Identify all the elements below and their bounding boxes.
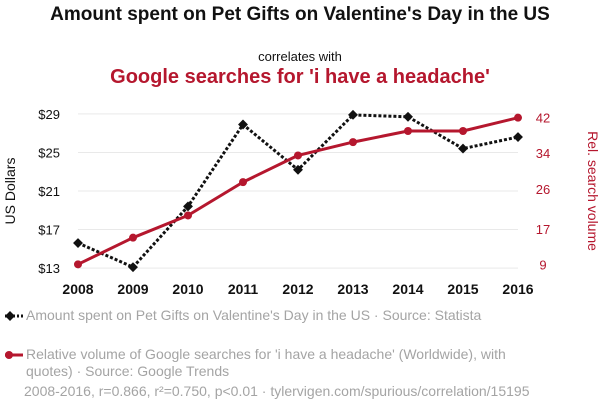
x-tick-label: 2013 [337,281,368,297]
data-point-headache-searches [184,211,192,220]
y-tick-label-right: 17 [536,222,550,237]
y-axis-label-left: US Dollars [2,158,18,225]
y-tick-label-right: 9 [539,257,546,272]
x-tick-label: 2010 [172,281,203,297]
y-tick-label-left: $21 [38,184,60,199]
legend-label-headache-searches: Relative volume of Google searches for '… [26,346,506,379]
x-tick-label: 2014 [392,281,423,297]
right-axis-ticks: 9 17 26 34 42 [536,111,550,273]
data-point-pet-gifts [128,262,138,273]
y-tick-label-right: 34 [536,146,550,161]
chart-title: Amount spent on Pet Gifts on Valentine's… [50,4,550,25]
left-axis-ticks: $13 $17 $21 $25 $29 [38,107,60,276]
y-tick-label-left: $25 [38,145,60,160]
y-tick-label-left: $13 [38,261,60,276]
data-point-headache-searches [514,113,522,122]
x-tick-label: 2009 [117,281,148,297]
data-point-headache-searches [459,127,467,135]
correlation-footer: 2008-2016, r=0.866, r²=0.750, p<0.01 · t… [24,383,530,399]
data-point-headache-searches [294,151,302,160]
data-point-headache-searches [349,138,357,147]
data-point-pet-gifts [458,143,468,154]
gridlines [78,113,518,269]
y-tick-label-left: $17 [38,223,60,238]
data-point-headache-searches [74,260,82,269]
x-tick-label: 2012 [282,281,313,297]
data-point-pet-gifts [73,238,83,248]
legend-marker-dotted-diamond [5,311,23,321]
data-point-pet-gifts [513,132,523,142]
x-tick-label: 2015 [447,281,478,297]
data-point-headache-searches [239,178,247,187]
chart-subtitle: correlates with [258,49,342,64]
data-point-headache-searches [404,127,412,135]
legend-marker-solid-circle [5,351,23,359]
x-tick-label: 2016 [502,281,533,297]
y-tick-label-left: $29 [38,107,60,122]
data-point-pet-gifts [403,111,413,122]
x-tick-label: 2011 [228,281,259,297]
y-axis-label-right: Rel. search volume [585,131,600,251]
data-point-pet-gifts [348,109,358,120]
x-tick-label: 2008 [62,281,93,297]
data-point-pet-gifts [183,201,193,212]
y-tick-label-right: 26 [536,182,550,197]
chart-title-secondary: Google searches for 'i have a headache' [110,66,490,88]
x-axis-ticks: 2008 2009 2010 2011 2012 2013 2014 2015 2016 [62,281,533,297]
y-tick-label-right: 42 [536,111,550,126]
legend-label-pet-gifts: Amount spent on Pet Gifts on Valentine's… [26,307,482,323]
data-point-pet-gifts [293,164,303,175]
data-point-pet-gifts [238,119,248,130]
data-point-headache-searches [129,233,137,242]
